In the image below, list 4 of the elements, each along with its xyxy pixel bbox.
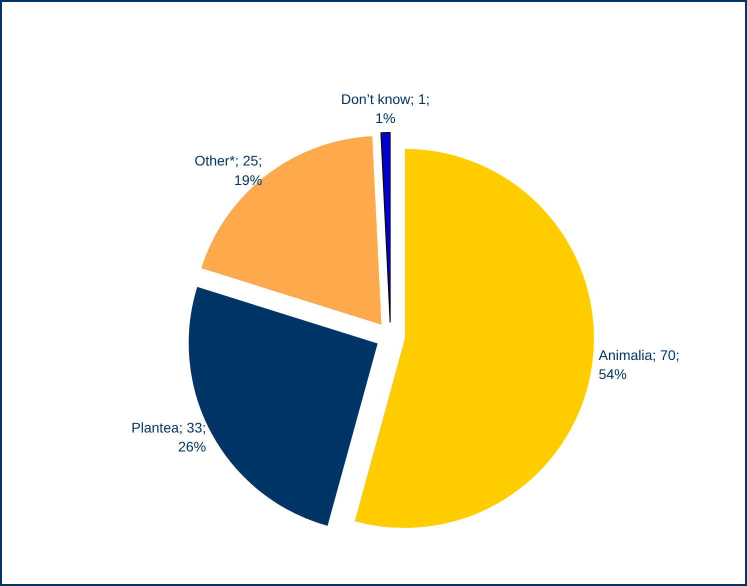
slice-label: Animalia; 70; 54% — [598, 346, 680, 382]
slice-label: Don’t know; 1; 1% — [341, 90, 430, 126]
slice-label: Plantea; 33; 26% — [131, 419, 206, 455]
slice-label: Other*; 25; 19% — [194, 152, 262, 188]
